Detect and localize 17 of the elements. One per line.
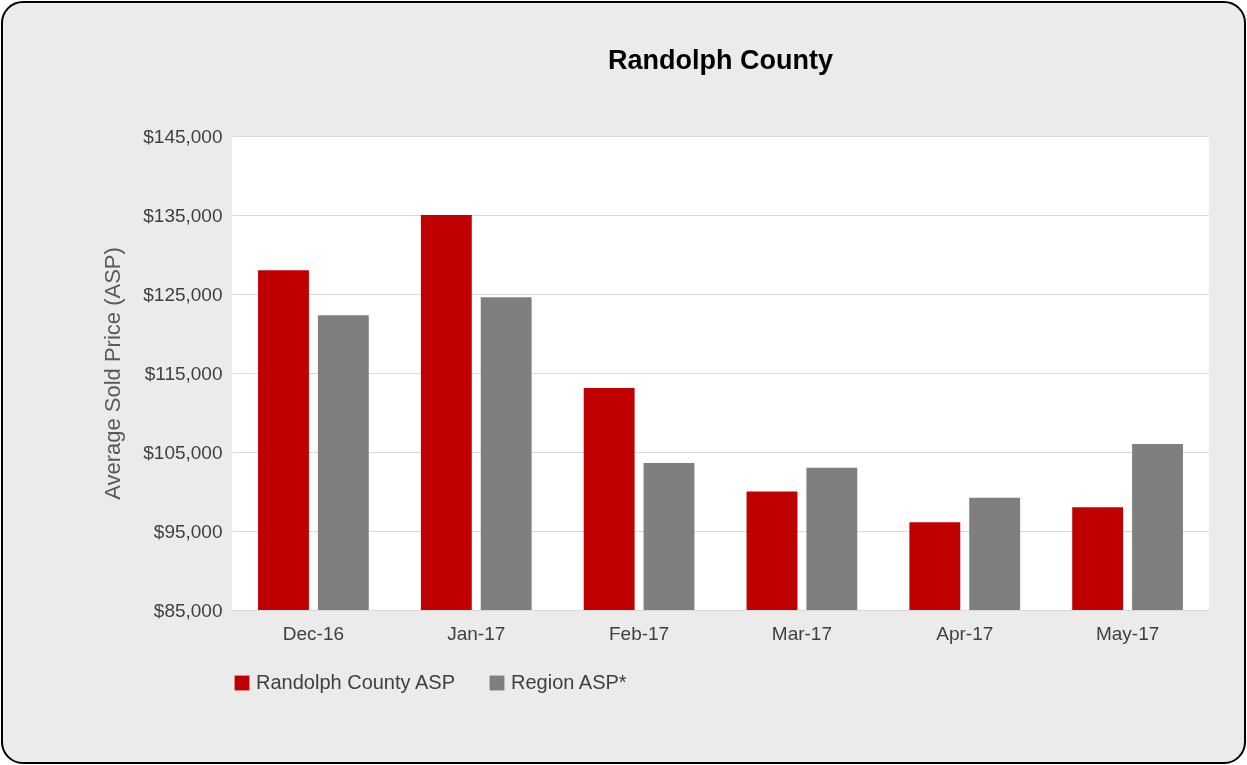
y-tick-label: $105,000 (143, 441, 223, 463)
x-tick-label: Feb-17 (608, 622, 670, 644)
x-tick-label: Jan-17 (447, 622, 506, 644)
x-tick-label: Dec-16 (282, 622, 345, 644)
y-tick-label: $135,000 (143, 204, 223, 226)
chart-title: Randolph County (608, 45, 833, 75)
legend-label: Randolph County ASP (256, 671, 456, 693)
x-tick-label: Mar-17 (771, 622, 833, 644)
y-tick-label: $85,000 (153, 599, 223, 621)
x-tick-label: May-17 (1095, 622, 1160, 644)
x-tick-label: Apr-17 (936, 622, 994, 644)
y-tick-label: $115,000 (144, 362, 223, 384)
y-axis-title: Average Sold Price (ASP) (100, 247, 126, 500)
y-tick-label: $125,000 (143, 283, 223, 305)
y-tick-label: $145,000 (143, 125, 223, 147)
legend-label: Region ASP* (511, 671, 627, 693)
y-tick-label: $95,000 (153, 520, 223, 542)
